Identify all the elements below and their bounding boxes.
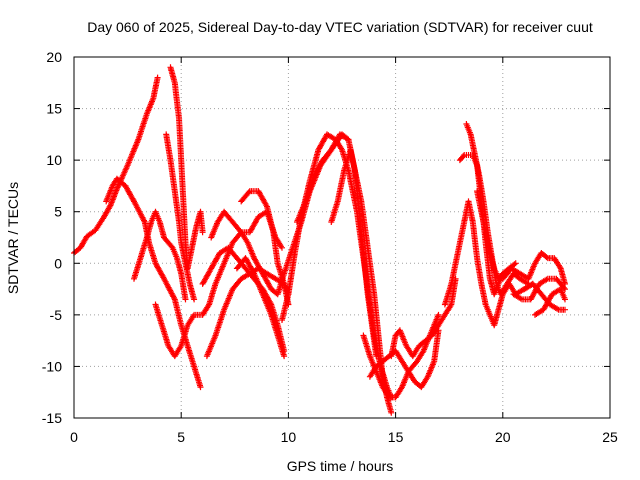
x-tick-label: 25 (602, 429, 618, 445)
tick-labels: 0 5 10 15 20 25 -15 -10 -5 0 5 10 15 20 (42, 49, 618, 445)
y-tick-label: -15 (42, 410, 62, 426)
y-tick-label: 5 (54, 204, 62, 220)
y-tick-label: 0 (54, 255, 62, 271)
data-markers (163, 131, 198, 303)
series-pass-25 (532, 286, 568, 318)
data-markers (474, 188, 513, 282)
data-markers (532, 286, 568, 318)
chart-title: Day 060 of 2025, Sidereal Day-to-day VTE… (87, 19, 593, 35)
series-pass-12 (279, 131, 395, 401)
data-markers (131, 208, 189, 303)
plot-area (71, 64, 568, 416)
y-tick-label: 15 (46, 101, 62, 117)
series-pass-22 (499, 250, 568, 287)
x-tick-label: 5 (177, 429, 185, 445)
y-tick-label: -5 (50, 307, 63, 323)
series-pass-11 (233, 255, 288, 360)
data-markers (388, 275, 459, 360)
series-pass-14 (328, 146, 380, 360)
data-markers (499, 250, 568, 287)
x-tick-label: 15 (388, 429, 404, 445)
data-markers (233, 255, 288, 360)
series-pass-17 (388, 275, 459, 360)
series-pass-6 (163, 131, 198, 303)
y-tick-label: -10 (42, 358, 62, 374)
series-pass-24 (521, 280, 568, 313)
data-markers (521, 280, 568, 313)
data-markers (328, 146, 380, 360)
series-pass-9 (238, 188, 292, 308)
y-tick-label: 20 (46, 49, 62, 65)
x-tick-label: 0 (70, 429, 78, 445)
data-markers (238, 188, 292, 308)
grid-lines (74, 57, 610, 418)
data-markers (279, 131, 395, 401)
series-pass-21 (474, 188, 513, 282)
series-pass-3 (131, 208, 189, 303)
x-tick-label: 10 (281, 429, 297, 445)
axis-ticks (73, 56, 611, 419)
x-tick-label: 20 (495, 429, 511, 445)
y-tick-label: 10 (46, 152, 62, 168)
plot-frame (73, 56, 611, 419)
y-axis-label: SDTVAR / TECUs (5, 182, 21, 294)
x-axis-label: GPS time / hours (287, 458, 394, 474)
